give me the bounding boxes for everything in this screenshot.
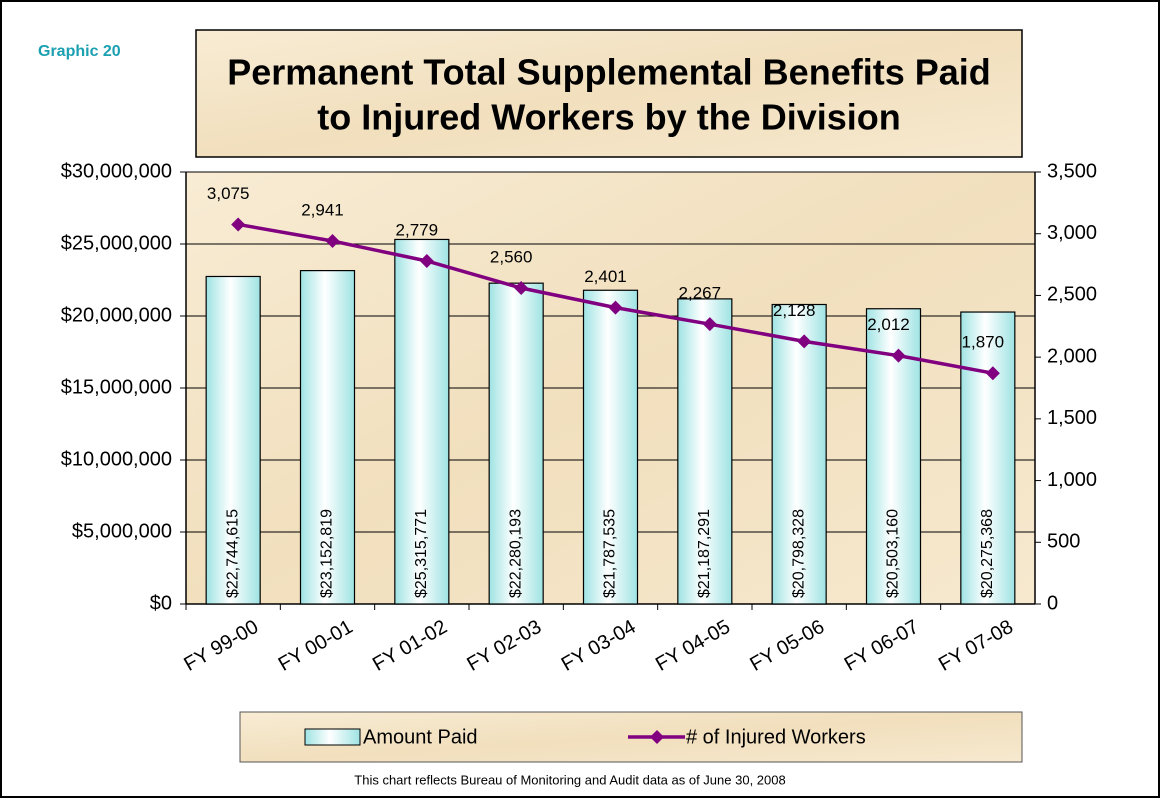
y-tick-label: $25,000,000 <box>61 232 172 254</box>
y-tick-label: $10,000,000 <box>61 448 172 470</box>
bar-value-label: $21,787,535 <box>602 509 619 598</box>
line-value-label: 2,401 <box>584 267 627 286</box>
y-tick-label: $5,000,000 <box>72 520 172 542</box>
y-tick-label: $0 <box>150 592 172 614</box>
line-marker <box>231 217 246 232</box>
line-value-label: 2,779 <box>396 220 439 239</box>
line-value-label: 3,075 <box>207 184 250 203</box>
chart-title: to Injured Workers by the Division <box>317 97 900 138</box>
bar <box>299 269 356 605</box>
bar <box>677 298 733 605</box>
legend-marker <box>650 730 664 744</box>
y2-tick-label: 1,500 <box>1047 407 1097 429</box>
y2-tick-label: 3,000 <box>1047 222 1097 244</box>
y2-tick-label: 0 <box>1047 592 1058 614</box>
line-value-label: 2,560 <box>490 248 533 267</box>
line-value-label: 2,128 <box>773 301 816 320</box>
line-marker <box>419 253 434 268</box>
y-tick-label: $30,000,000 <box>61 160 172 182</box>
y2-tick-label: 2,000 <box>1047 345 1097 367</box>
y2-tick-label: 3,500 <box>1047 160 1097 182</box>
bar <box>771 303 827 605</box>
y2-tick-label: 1,000 <box>1047 469 1097 491</box>
bar-value-label: $20,798,328 <box>790 509 807 598</box>
bar-value-label: $25,315,771 <box>413 509 430 598</box>
bar-value-label: $22,744,615 <box>224 509 241 598</box>
line-marker <box>608 300 623 315</box>
plot: $0 $5,000,000 $10,000,000 $15,000,000 $20,00… <box>61 160 1097 748</box>
graphic-label: Graphic 20 <box>38 43 121 60</box>
line-marker <box>797 334 812 349</box>
bar <box>205 275 261 605</box>
legend-label: # of Injured Workers <box>686 726 866 748</box>
y2-tick-label: 500 <box>1047 531 1080 553</box>
line-value-label: 2,941 <box>301 200 344 219</box>
line-value-label: 2,267 <box>679 284 722 303</box>
line-marker <box>325 233 340 248</box>
bar <box>960 311 1016 605</box>
bar-value-label: $20,503,160 <box>885 509 902 598</box>
bar <box>394 238 450 605</box>
y-tick-label: $20,000,000 <box>61 304 172 326</box>
line-marker <box>891 348 906 363</box>
title-box <box>195 29 1023 158</box>
bar <box>582 289 639 605</box>
y-tick-label: $15,000,000 <box>61 376 172 398</box>
footnote: This chart reflects Bureau of Monitoring… <box>354 772 785 787</box>
chart-title: Permanent Total Supplemental Benefits Pa… <box>227 52 991 93</box>
bar <box>488 282 544 605</box>
legend-label: Amount Paid <box>363 726 478 748</box>
line-marker <box>514 281 529 296</box>
bar-value-label: $23,152,819 <box>319 509 336 598</box>
bar-value-label: $20,275,368 <box>979 509 996 598</box>
bar-value-label: $21,187,291 <box>696 509 713 598</box>
line-value-label: 2,012 <box>867 315 910 334</box>
line-marker <box>985 366 1000 381</box>
line-marker <box>702 317 717 332</box>
y2-tick-label: 2,500 <box>1047 284 1097 306</box>
bar-value-label: $22,280,193 <box>507 509 524 598</box>
line-value-label: 1,870 <box>962 333 1005 352</box>
legend-swatch <box>304 728 361 746</box>
